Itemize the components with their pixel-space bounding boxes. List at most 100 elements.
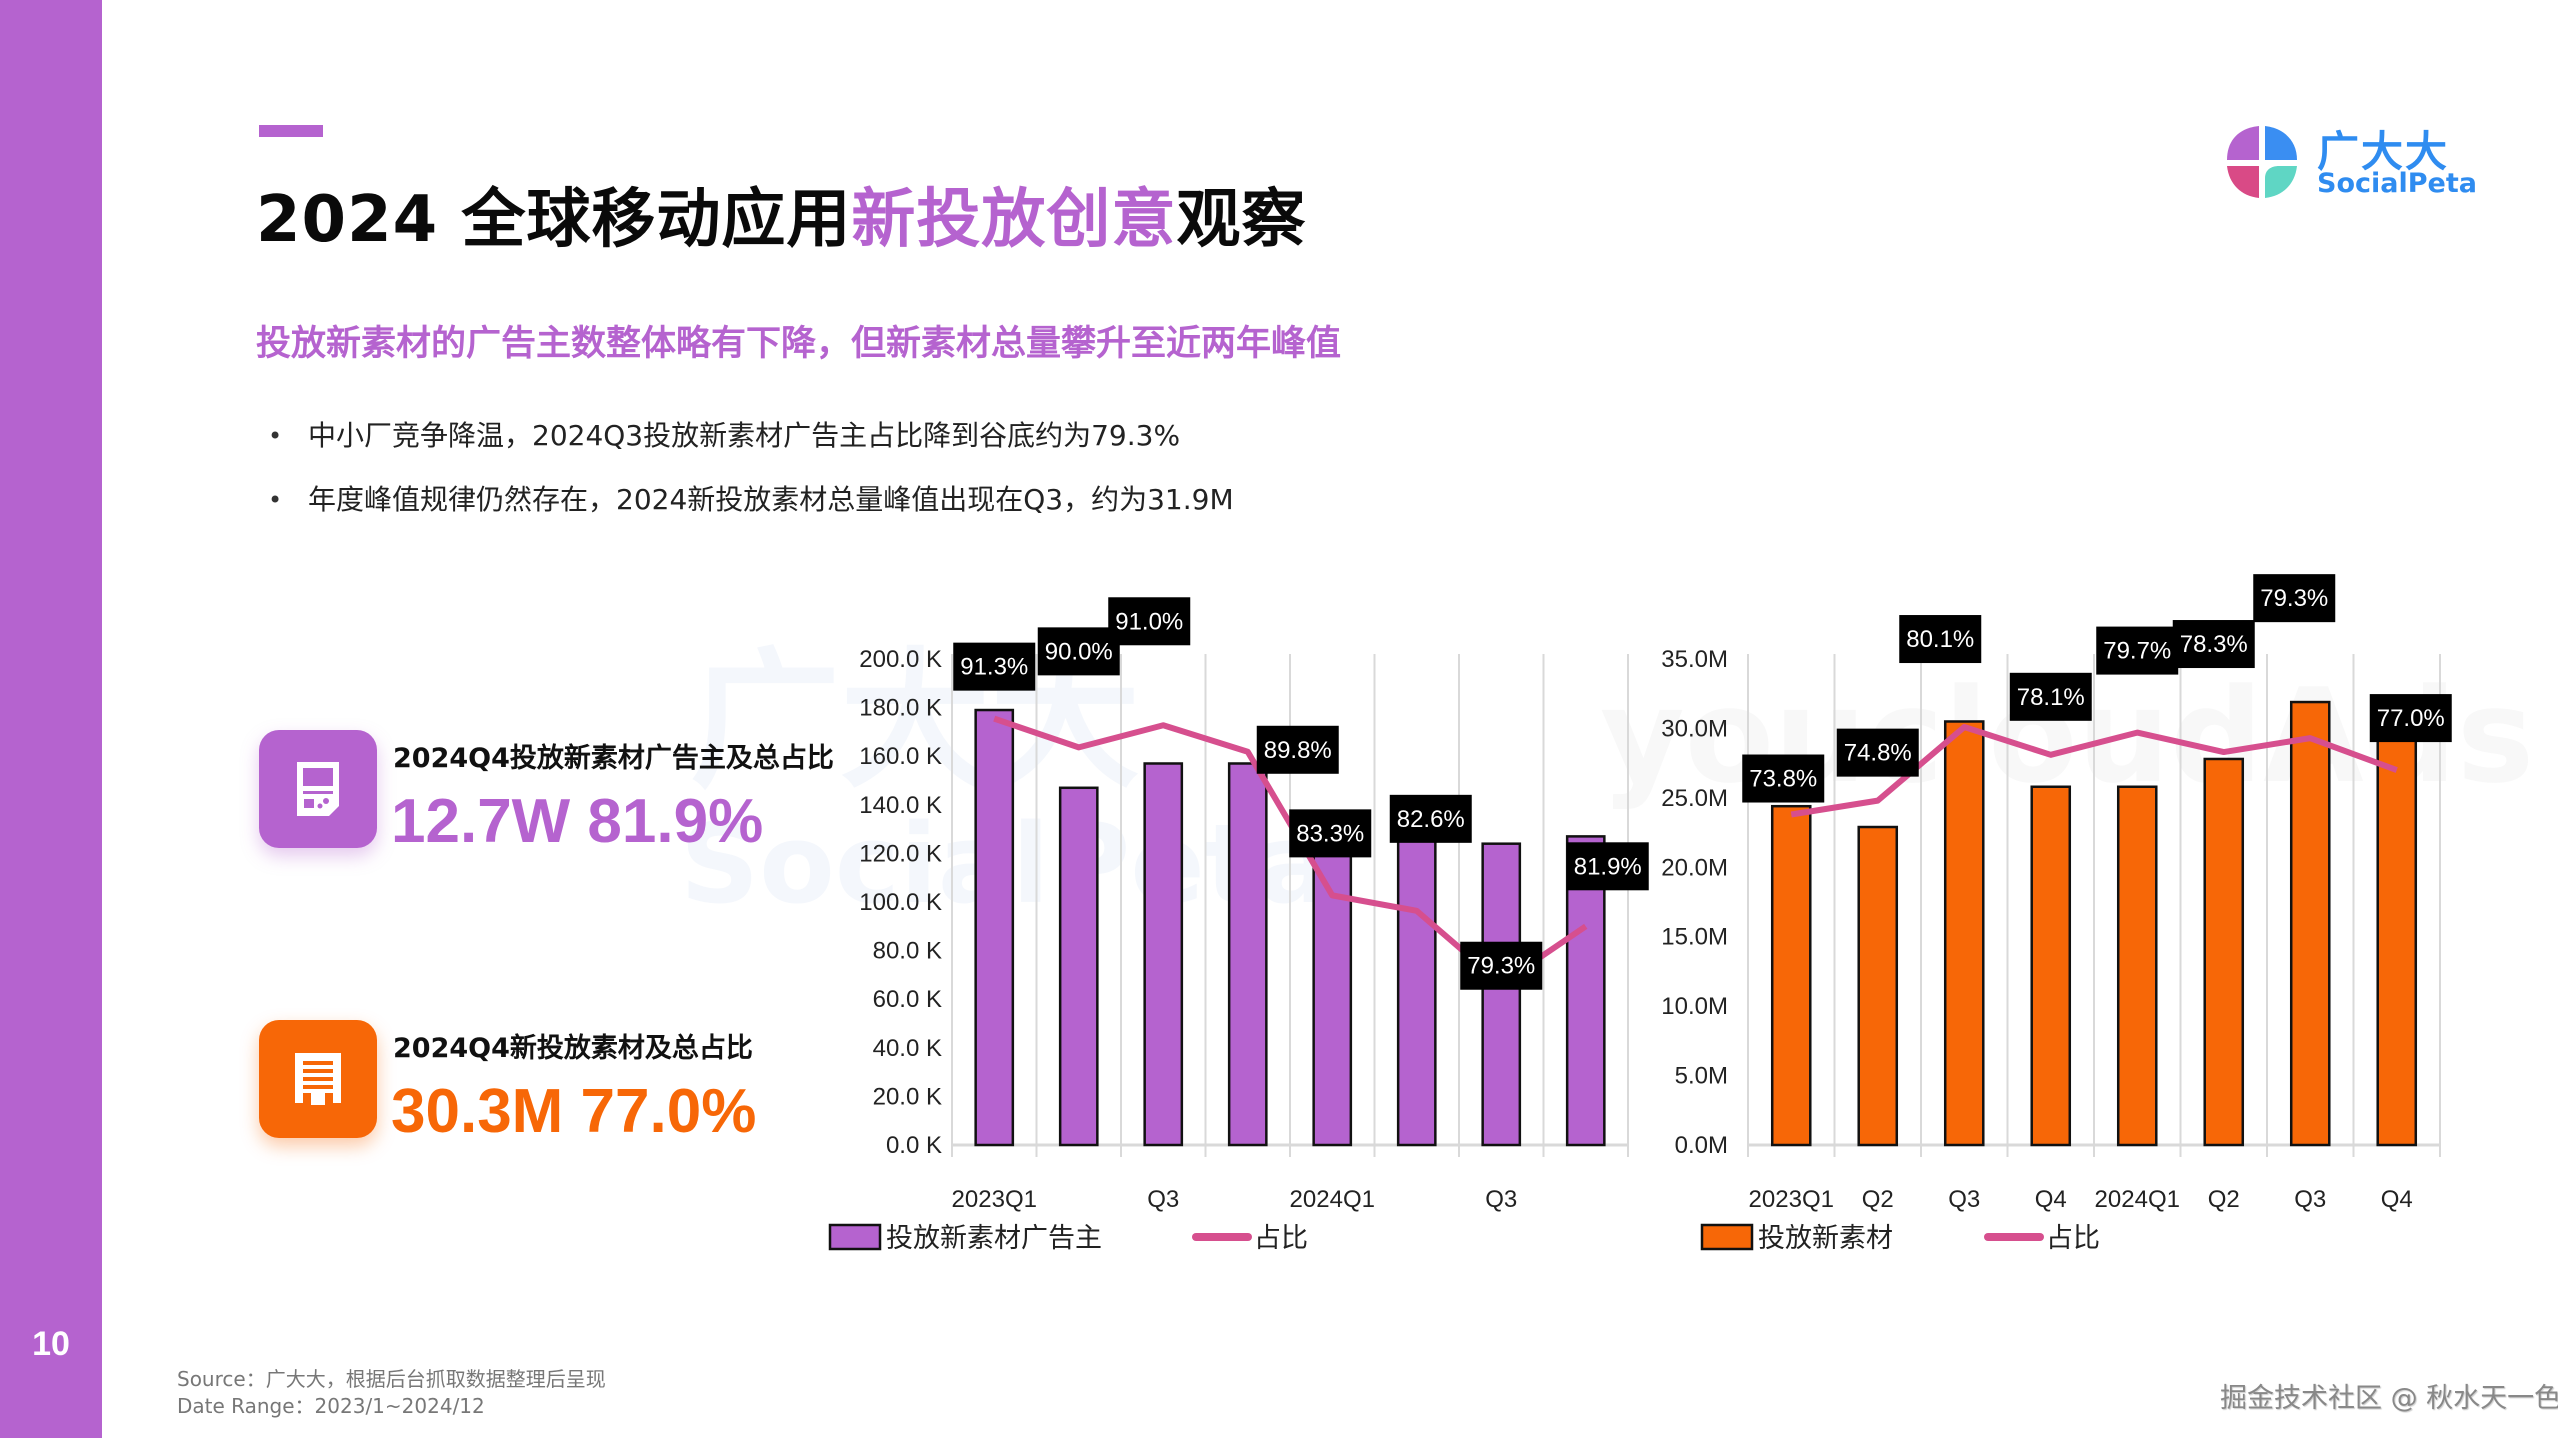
x-tick-label: Q3 [1948, 1186, 1980, 1213]
data-label-box [2172, 620, 2255, 669]
legend-swatch-bar [1700, 1223, 1754, 1251]
data-label: 82.6% [1397, 806, 1465, 833]
kpi-title: 2024Q4新投放素材及总占比 [393, 1033, 753, 1064]
source-text: Source：广大大，根据后台抓取数据整理后呈现 [177, 1367, 606, 1391]
title-suffix: 观察 [1176, 183, 1307, 257]
x-tick-label: Q4 [2035, 1186, 2067, 1213]
data-label: 80.1% [1906, 626, 1974, 653]
x-tick-label: Q3 [1147, 1186, 1179, 1213]
date-range-text: Date Range：2023/1~2024/12 [177, 1394, 485, 1418]
y-tick-label: 0.0M [1675, 1132, 1728, 1159]
chart-new-creatives: 0.0M 5.0M 10.0M 15.0M 20.0M 25.0M 30.0M 35.0M 20… [1620, 574, 2460, 1280]
chart-advertisers: 0.0 K 20.0 K 40.0 K 60.0 K 80.0 K 100.0 K 120.… [820, 597, 1649, 1280]
data-label: 91.3% [960, 654, 1028, 681]
x-tick-label: Q2 [2208, 1186, 2240, 1213]
data-label: 73.8% [1749, 766, 1817, 793]
legend-swatch-bar [828, 1223, 882, 1251]
logo-text-cn: 广大大 [2317, 127, 2450, 176]
y-tick-label: 200.0 K [859, 646, 942, 673]
data-label: 89.8% [1264, 737, 1332, 764]
data-label: 81.9% [1574, 853, 1642, 880]
y-tick-label: 10.0M [1661, 993, 1728, 1020]
kpi-value: 30.3M 77.0% [391, 1077, 757, 1146]
data-label-box [2253, 574, 2336, 623]
y-tick-label: 100.0 K [859, 889, 942, 916]
data-label-box [1899, 615, 1982, 664]
title-highlight: 新投放创意 [851, 183, 1177, 257]
data-label: 77.0% [2377, 705, 2445, 732]
data-label: 90.0% [1045, 638, 1113, 665]
y-tick-label: 140.0 K [859, 792, 942, 819]
y-tick-label: 40.0 K [873, 1035, 942, 1062]
y-tick-label: 15.0M [1661, 924, 1728, 951]
kpi-icon-box [259, 1020, 377, 1138]
logo-text-en: SocialPeta [2317, 168, 2477, 199]
data-label-box [1460, 941, 1543, 990]
x-tick-label: 2024Q1 [2095, 1186, 2180, 1213]
bar [2116, 785, 2158, 1147]
title-accent-dash [259, 125, 323, 137]
sidebar-accent-bar: 10 [0, 0, 102, 1438]
y-tick-label: 0.0 K [886, 1132, 942, 1159]
x-tick-label: Q4 [2381, 1186, 2413, 1213]
legend-label-line: 占比 [1254, 1223, 1308, 1254]
y-tick-label: 35.0M [1661, 646, 1728, 673]
bar [2030, 785, 2072, 1147]
data-label-box [2009, 672, 2092, 721]
y-tick-label: 60.0 K [873, 986, 942, 1013]
page-number: 10 [32, 1325, 70, 1363]
bullet-list: 中小厂竞争降温，2024Q3投放新素材广告主占比降到谷底约为79.3% 年度峰值… [268, 414, 1234, 542]
y-tick-label: 180.0 K [859, 695, 942, 722]
bullet-item: 年度峰值规律仍然存在，2024新投放素材总量峰值出现在Q3，约为31.9M [268, 478, 1234, 542]
bar [2203, 757, 2245, 1147]
data-label-box [1289, 809, 1372, 858]
chart-new-creatives-svg: 0.0M 5.0M 10.0M 15.0M 20.0M 25.0M 30.0M 35.0M 20… [1661, 574, 2452, 1254]
data-label-box [1256, 725, 1339, 774]
bar [2376, 723, 2418, 1147]
data-label: 78.3% [2180, 631, 2248, 658]
y-tick-label: 20.0M [1661, 854, 1728, 881]
kpi-icon-box [259, 730, 377, 848]
bar [974, 708, 1015, 1147]
ratio-line [1790, 724, 2398, 818]
data-label-box [953, 642, 1036, 691]
footer-source: Source：广大大，根据后台抓取数据整理后呈现 Date Range：2023… [177, 1366, 606, 1420]
y-tick-label: 30.0M [1661, 715, 1728, 742]
data-label-box [1836, 728, 1919, 777]
y-tick-label: 120.0 K [859, 840, 942, 867]
bullet-item: 中小厂竞争降温，2024Q3投放新素材广告主占比降到谷底约为79.3% [268, 414, 1234, 478]
bar [1857, 825, 1899, 1147]
bar [1943, 720, 1985, 1147]
socialpeta-logo: 广大大 SocialPeta [2225, 118, 2477, 208]
legend-label-bar: 投放新素材 [1758, 1223, 1893, 1254]
legend-label-bar: 投放新素材广告主 [886, 1223, 1102, 1254]
socialpeta-logo-icon [2227, 126, 2297, 198]
x-tick-label: 2024Q1 [1290, 1186, 1375, 1213]
x-tick-label: Q3 [1485, 1186, 1517, 1213]
bar [1227, 762, 1268, 1147]
bar [1312, 827, 1353, 1147]
kpi-value: 12.7W 81.9% [391, 787, 764, 856]
kpi-title: 2024Q4投放新素材广告主及总占比 [393, 743, 834, 774]
data-label-box [2369, 694, 2452, 743]
data-label: 91.0% [1115, 608, 1183, 635]
x-tick-label: Q3 [2294, 1186, 2326, 1213]
y-tick-label: 20.0 K [873, 1083, 942, 1110]
data-label-box [1389, 794, 1472, 843]
x-tick-label: Q2 [1862, 1186, 1894, 1213]
receipt-document-icon [295, 1053, 341, 1105]
subtitle: 投放新素材的广告主数整体略有下降，但新素材总量攀升至近两年峰值 [256, 324, 1342, 364]
data-label-box [2096, 626, 2179, 675]
x-tick-label: 2023Q1 [952, 1186, 1037, 1213]
data-label: 79.3% [1467, 953, 1535, 980]
y-tick-label: 25.0M [1661, 785, 1728, 812]
community-watermark: 掘金技术社区 @ 秋水天一色 [2220, 1383, 2558, 1414]
page-title: 2024 全球移动应用新投放创意观察 [256, 168, 1306, 260]
bar [2289, 700, 2331, 1147]
y-tick-label: 80.0 K [873, 938, 942, 965]
data-label: 74.8% [1844, 740, 1912, 767]
data-label-box [1742, 754, 1825, 803]
bar [1058, 786, 1099, 1147]
data-label: 79.7% [2103, 638, 2171, 665]
data-label: 79.3% [2260, 585, 2328, 612]
